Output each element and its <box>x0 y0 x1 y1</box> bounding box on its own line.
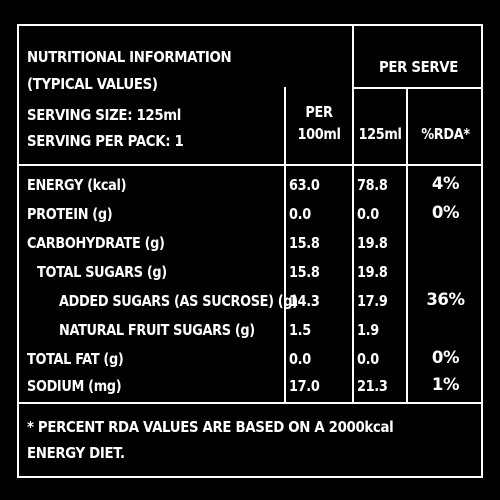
row-per100: 14.3 <box>289 292 320 310</box>
row-label: CARBOHYDRATE (g) <box>27 234 165 252</box>
row-per100: 15.8 <box>289 263 320 281</box>
divider-col-per100 <box>284 87 286 404</box>
divider-header-bottom <box>19 164 483 166</box>
row-per100: 15.8 <box>289 234 320 252</box>
title-line-2: (TYPICAL VALUES) <box>27 75 158 93</box>
row-rda: 4% <box>431 174 460 193</box>
row-rda: 1% <box>431 375 460 394</box>
divider-table-bottom <box>19 402 483 404</box>
row-per100: 1.5 <box>289 321 311 339</box>
row-rda: 0% <box>431 203 460 222</box>
footnote-line-2: ENERGY DIET. <box>27 444 125 462</box>
row-label: TOTAL SUGARS (g) <box>37 263 167 281</box>
serving-per-pack: SERVING PER PACK: 1 <box>27 132 184 150</box>
divider-col-125 <box>352 87 354 404</box>
col-rda: %RDA* <box>421 125 470 143</box>
row-serve: 17.9 <box>357 292 388 310</box>
row-rda: 36% <box>426 290 465 309</box>
divider-col-rda <box>406 87 408 404</box>
col-per100-line-2: 100ml <box>297 125 341 143</box>
divider-header-vertical <box>352 26 354 88</box>
row-serve: 78.8 <box>357 176 388 194</box>
row-per100: 0.0 <box>289 350 311 368</box>
title-line-1: NUTRITIONAL INFORMATION <box>27 48 232 66</box>
row-label: TOTAL FAT (g) <box>27 350 124 368</box>
row-serve: 19.8 <box>357 263 388 281</box>
row-label: ENERGY (kcal) <box>27 176 127 194</box>
row-rda: 0% <box>431 348 460 367</box>
row-label: NATURAL FRUIT SUGARS (g) <box>59 321 255 339</box>
row-serve: 21.3 <box>357 377 388 395</box>
col-per100-line-1: PER <box>305 103 333 121</box>
row-per100: 0.0 <box>289 205 311 223</box>
row-label: PROTEIN (g) <box>27 205 113 223</box>
row-serve: 0.0 <box>357 205 379 223</box>
row-label: SODIUM (mg) <box>27 377 122 395</box>
per-serve-heading: PER SERVE <box>378 58 459 76</box>
row-serve: 19.8 <box>357 234 388 252</box>
serving-size: SERVING SIZE: 125ml <box>27 106 182 124</box>
row-label: ADDED SUGARS (AS SUCROSE) (g) <box>59 292 298 310</box>
row-per100: 63.0 <box>289 176 320 194</box>
row-per100: 17.0 <box>289 377 320 395</box>
nutrition-panel: NUTRITIONAL INFORMATION (TYPICAL VALUES)… <box>17 24 483 478</box>
footnote-line-1: * PERCENT RDA VALUES ARE BASED ON A 2000… <box>27 418 394 436</box>
divider-per-serve-bottom <box>352 87 483 89</box>
row-serve: 0.0 <box>357 350 379 368</box>
row-serve: 1.9 <box>357 321 379 339</box>
col-125ml: 125ml <box>358 125 402 143</box>
